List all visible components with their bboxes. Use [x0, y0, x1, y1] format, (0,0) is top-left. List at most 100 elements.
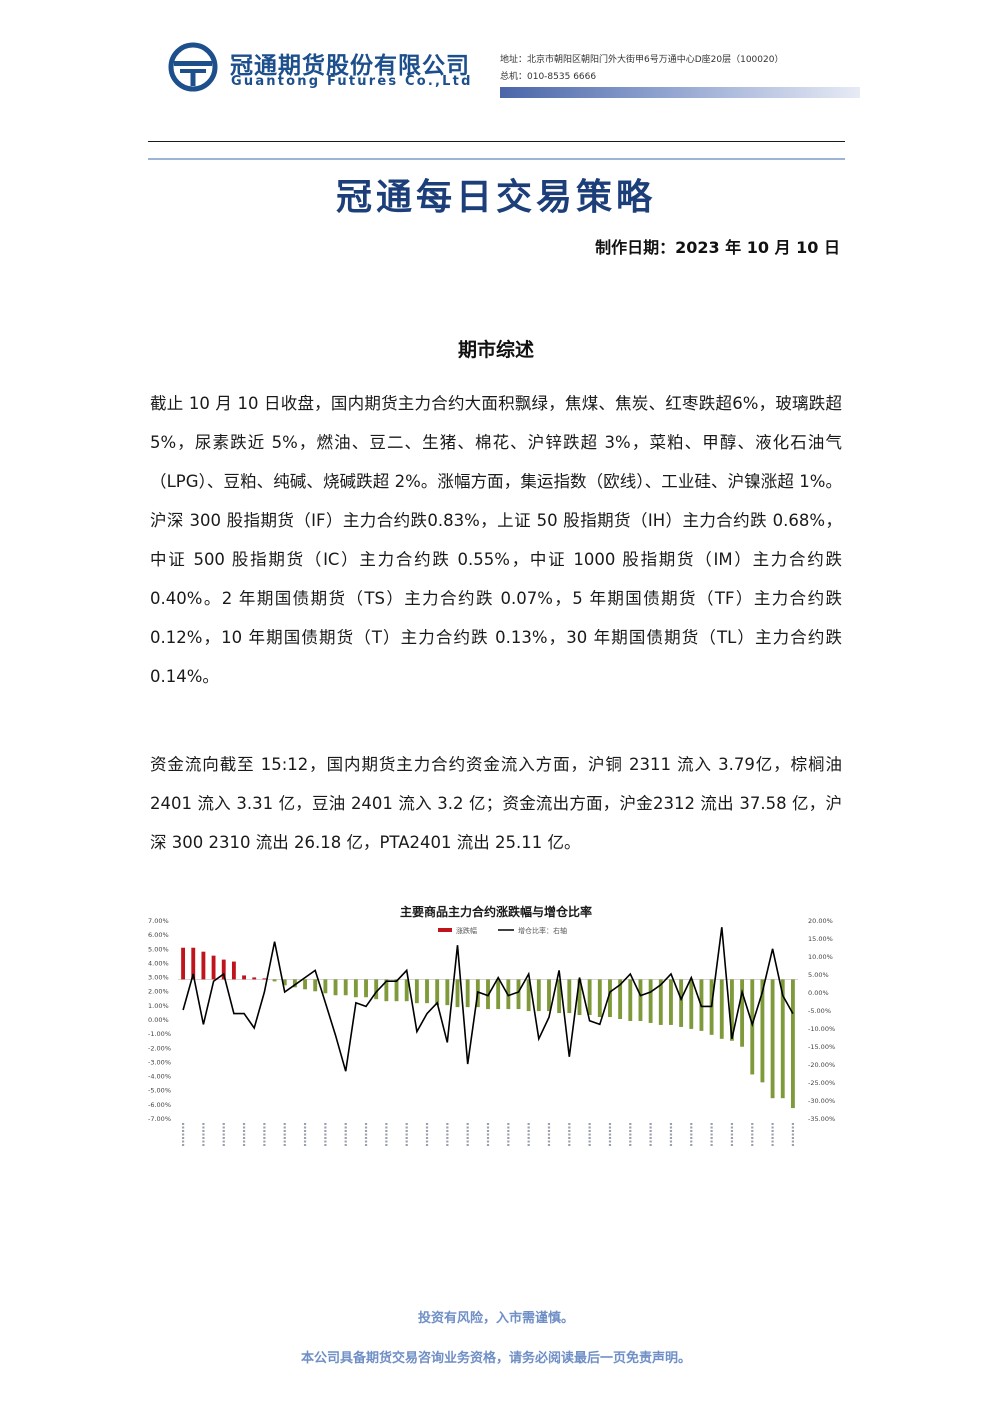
change-bar: [536, 979, 541, 1012]
change-bars: [181, 947, 795, 1109]
y-left-tick-label: -3.00%: [148, 1058, 171, 1066]
change-bar: [384, 979, 389, 1002]
y-right-tick-label: -30.00%: [808, 1097, 835, 1105]
change-bar: [526, 979, 531, 1012]
change-bar: [648, 979, 653, 1023]
y-left-tick-label: -7.00%: [148, 1115, 171, 1123]
change-bar: [201, 951, 206, 980]
y-left-tick-label: -2.00%: [148, 1044, 171, 1052]
y-right-tick-label: -5.00%: [808, 1007, 831, 1015]
page-header: 冠通期货股份有限公司 Guantong Futures Co.,Ltd 地址：北…: [0, 0, 992, 160]
change-bar: [394, 979, 399, 1002]
change-bar: [567, 979, 572, 1014]
change-bar: [374, 979, 379, 1000]
y-left-tick-label: 6.00%: [148, 931, 169, 939]
y-left-tick-label: -4.00%: [148, 1073, 171, 1081]
y-left-tick-label: 3.00%: [148, 974, 169, 982]
header-divider-blue: [148, 158, 845, 160]
y-left-tick-label: 4.00%: [148, 959, 169, 967]
change-bar: [587, 979, 592, 1016]
report-date: 制作日期：2023 年 10 月 10 日: [595, 238, 840, 257]
y-right-tick-label: 0.00%: [808, 989, 829, 997]
change-bar: [628, 979, 633, 1021]
change-bar: [608, 979, 612, 1018]
chart-canvas: 主要商品主力合约涨跌幅与增仓比率 涨跌幅 增仓比率：右轴 7.00% 6.00% 5…: [148, 904, 835, 1146]
change-bar: [282, 979, 287, 986]
y-right-tick-label: -20.00%: [808, 1061, 835, 1069]
change-bar: [231, 961, 236, 980]
market-summary-paragraph: 截止 10 月 10 日收盘，国内期货主力合约大面积飘绿，焦煤、焦炭、红枣跌超6…: [150, 394, 842, 686]
y-right-tick-label: 15.00%: [808, 935, 833, 943]
y-right-tick-label: 20.00%: [808, 917, 833, 925]
report-title: 冠通每日交易策略: [335, 176, 656, 218]
change-bar: [445, 979, 450, 1006]
risk-warning: 投资有风险，入市需谨慎。: [417, 1311, 574, 1326]
change-bar: [719, 979, 724, 1039]
change-bar: [577, 979, 582, 1016]
change-bar: [242, 975, 246, 980]
change-bar: [496, 979, 501, 1010]
change-bar: [343, 979, 348, 996]
y-left-tick-label: -1.00%: [148, 1030, 171, 1038]
change-bar: [323, 979, 328, 994]
change-bar: [262, 978, 267, 980]
change-bar: [211, 955, 216, 980]
fund-flow-paragraph: 资金流向截至 15:12，国内期货主力合约资金流入方面，沪铜 2311 流入 3…: [150, 755, 842, 852]
change-bar: [292, 979, 297, 988]
change-oi-chart: 主要商品主力合约涨跌幅与增仓比率 涨跌幅 增仓比率：右轴 7.00% 6.00% 5…: [148, 898, 844, 1228]
change-bar: [618, 979, 623, 1019]
change-bar: [730, 979, 734, 1041]
company-name-cn: 冠通期货股份有限公司: [230, 53, 470, 79]
change-bar: [597, 979, 602, 1018]
change-bar: [547, 979, 551, 1012]
change-bar: [679, 979, 684, 1027]
change-bar: [465, 979, 470, 1008]
y-right-tick-label: -25.00%: [808, 1079, 835, 1087]
change-bar: [333, 979, 338, 996]
y-right-tick-label: -15.00%: [808, 1043, 835, 1051]
change-bar: [780, 979, 785, 1099]
y-left-tick-label: 2.00%: [148, 988, 169, 996]
y-left-tick-label: 0.00%: [148, 1016, 169, 1024]
change-bar: [435, 979, 440, 1006]
change-bar: [272, 979, 277, 982]
legend-label-oi: 增仓比率：右轴: [518, 926, 567, 935]
change-bar: [658, 979, 663, 1025]
company-phone: 总机：010-8535 6666: [500, 72, 597, 82]
y-axis-right: 20.00% 15.00% 10.00% 5.00% 0.00% -5.00% -10.00…: [808, 917, 835, 1123]
company-address: 地址：北京市朝阳区朝阳门外大街甲6号万通中心D座20层（100020）: [500, 55, 784, 65]
legend-swatch-change: [438, 928, 452, 932]
company-name-en: Guantong Futures Co.,Ltd: [231, 74, 473, 89]
y-left-tick-label: 7.00%: [148, 917, 169, 925]
chart-legend: 涨跌幅 增仓比率：右轴: [438, 926, 567, 935]
change-bar: [313, 979, 318, 992]
change-bar: [414, 979, 419, 1004]
change-bar: [252, 977, 257, 980]
change-bar: [191, 947, 196, 980]
change-bar: [455, 979, 460, 1008]
change-bar: [181, 947, 186, 980]
change-bar: [353, 979, 358, 998]
change-bar: [669, 979, 673, 1025]
change-bar: [638, 979, 643, 1021]
legend-label-change: 涨跌幅: [456, 926, 477, 935]
y-left-tick-label: 1.00%: [148, 1002, 169, 1010]
change-bar: [740, 979, 745, 1047]
change-bar: [689, 979, 694, 1029]
y-right-tick-label: 5.00%: [808, 971, 829, 979]
change-bar: [404, 979, 409, 1002]
y-left-tick-label: 5.00%: [148, 945, 169, 953]
oi-ratio-line: [182, 927, 794, 1072]
header-divider: [148, 141, 845, 142]
y-right-tick-label: -10.00%: [808, 1025, 835, 1033]
change-bar: [425, 979, 429, 1004]
change-bar: [760, 979, 765, 1083]
change-bar: [770, 979, 775, 1099]
y-left-tick-label: -6.00%: [148, 1101, 171, 1109]
y-left-tick-label: -5.00%: [148, 1087, 171, 1095]
y-right-tick-label: -35.00%: [808, 1115, 835, 1123]
change-bar: [303, 979, 307, 990]
chart-title: 主要商品主力合约涨跌幅与增仓比率: [400, 904, 592, 919]
y-right-tick-label: 10.00%: [808, 953, 833, 961]
x-axis-labels: [181, 1123, 795, 1146]
